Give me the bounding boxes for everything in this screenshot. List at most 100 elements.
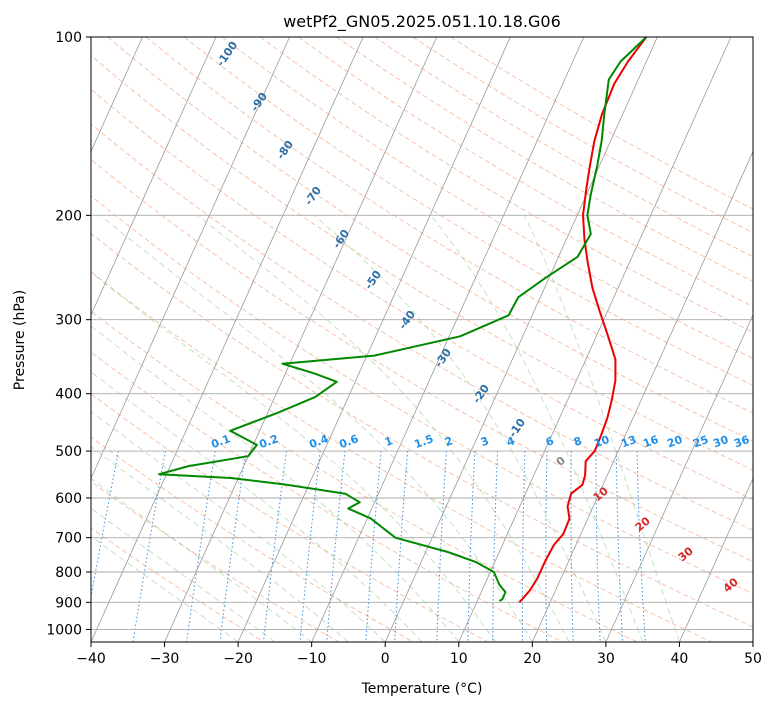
y-tick-label: 900	[55, 595, 82, 611]
moist-adiabat	[91, 507, 276, 642]
dry-adiabat	[91, 436, 415, 642]
moist-adiabat	[91, 371, 423, 642]
background-labels: -100-90-80-70-60-50-40-30-20-100.1 0.2 0.4…	[209, 39, 751, 596]
mixing-ratio-label: 16	[641, 433, 660, 451]
x-tick-label: −30	[150, 651, 180, 667]
isotherm-label: -80	[274, 138, 296, 162]
dry-adiabat	[91, 195, 753, 595]
mixing-ratio-line	[219, 451, 247, 642]
y-tick-label: 100	[55, 30, 82, 46]
dry-adiabat	[107, 37, 753, 442]
mixing-ratio-line	[615, 451, 624, 642]
isotherm-label: -40	[396, 308, 418, 332]
mixing-ratio-line	[394, 451, 409, 642]
moist-adiabat	[430, 215, 644, 642]
warm-isotherm-label: 30	[676, 544, 696, 564]
dry-adiabat	[260, 37, 753, 333]
mixing-ratio-line	[545, 451, 548, 642]
dry-adiabat	[91, 54, 753, 471]
isotherm-line	[237, 37, 511, 642]
dry-adiabat	[91, 351, 564, 642]
y-tick-label: 600	[55, 491, 82, 507]
y-tick-label: 200	[55, 208, 82, 224]
mixing-ratio-label: 0.1	[209, 432, 232, 451]
mixing-ratio-label: 0.6	[337, 432, 360, 451]
isotherm-line	[458, 37, 732, 642]
x-tick-label: 40	[671, 651, 689, 667]
sounding-line-1	[158, 37, 647, 602]
dry-adiabat	[450, 37, 753, 210]
warm-isotherm-label: 0	[554, 454, 568, 469]
mixing-ratio-label: 6	[544, 434, 556, 449]
isotherm-line	[91, 37, 364, 642]
isotherm-label: -60	[330, 227, 352, 251]
y-tick-label: 700	[55, 531, 82, 547]
x-tick-label: −10	[297, 651, 327, 667]
dry-adiabat	[222, 37, 753, 359]
mixing-ratio-label: 2	[443, 434, 455, 449]
x-ticks: −40 −30 −20 −10 0 10 20 30 40 50	[76, 642, 762, 667]
isotherm-line	[531, 150, 753, 642]
isotherm-line	[384, 37, 658, 642]
isotherm-line	[0, 37, 69, 642]
dry-adiabat	[91, 393, 489, 642]
warm-isotherm-label: 20	[633, 514, 653, 534]
mixing-ratio-line	[492, 451, 499, 642]
isotherm-label: -20	[470, 382, 492, 406]
warm-isotherm-label: 40	[721, 575, 741, 595]
mixing-ratio-label: 36	[732, 433, 751, 451]
mixing-ratio-line	[365, 451, 382, 642]
dry-adiabat	[91, 123, 753, 531]
mixing-ratio-line	[91, 451, 119, 600]
moist-adiabat	[91, 446, 349, 642]
isotherm-line	[91, 37, 217, 316]
y-tick-label: 500	[55, 444, 82, 460]
mixing-ratio-line	[521, 451, 526, 642]
mixing-ratio-line	[299, 451, 321, 642]
grid	[0, 37, 753, 642]
dry-adiabat	[374, 37, 753, 258]
y-tick-label: 400	[55, 387, 82, 403]
mixing-ratio-label: 10	[592, 433, 611, 451]
dry-adiabat	[91, 481, 340, 642]
mixing-ratio-label: 13	[619, 433, 638, 450]
y-ticks: 100 200 300 400 500 600 700 800 900 1000	[46, 30, 91, 638]
mixing-ratio-line	[467, 451, 476, 642]
mixing-ratio-label: 0.4	[307, 432, 330, 451]
moist-adiabat	[91, 325, 460, 642]
x-tick-label: 20	[523, 651, 541, 667]
isotherm-line	[605, 313, 753, 642]
background-lines	[91, 37, 753, 642]
moist-adiabat	[91, 478, 312, 642]
x-tick-label: 30	[597, 651, 615, 667]
mixing-ratio-label: 0.2	[257, 432, 280, 451]
mixing-ratio-label: 8	[572, 434, 584, 449]
moist-adiabat	[91, 410, 386, 642]
mixing-ratio-line	[436, 451, 447, 642]
dry-adiabat	[91, 232, 753, 628]
mixing-ratio-label: 1	[383, 434, 395, 449]
mixing-ratio-line	[262, 451, 287, 642]
x-tick-label: 50	[744, 651, 762, 667]
y-tick-label: 800	[55, 565, 82, 581]
mixing-ratio-line	[636, 451, 646, 642]
isotherm-line	[91, 37, 290, 480]
mixing-ratio-label: 4	[505, 434, 517, 449]
dry-adiabat	[298, 37, 753, 308]
moist-adiabat	[91, 535, 239, 642]
x-tick-label: 0	[381, 651, 390, 667]
isotherm-label: -100	[214, 39, 241, 69]
mixing-ratio-line	[595, 451, 601, 642]
chart-title: wetPf2_GN05.2025.051.10.18.G06	[283, 12, 561, 32]
dry-adiabat	[91, 527, 266, 642]
isotherm-line	[91, 37, 143, 153]
mixing-ratio-label: 30	[711, 433, 730, 451]
mixing-ratio-line	[326, 451, 346, 642]
x-tick-label: −20	[223, 651, 253, 667]
mixing-ratio-label: 3	[479, 434, 491, 449]
sounding-line-0	[518, 37, 648, 603]
y-tick-label: 300	[55, 313, 82, 329]
dry-adiabat	[145, 37, 753, 414]
isotherm-line	[679, 477, 753, 642]
